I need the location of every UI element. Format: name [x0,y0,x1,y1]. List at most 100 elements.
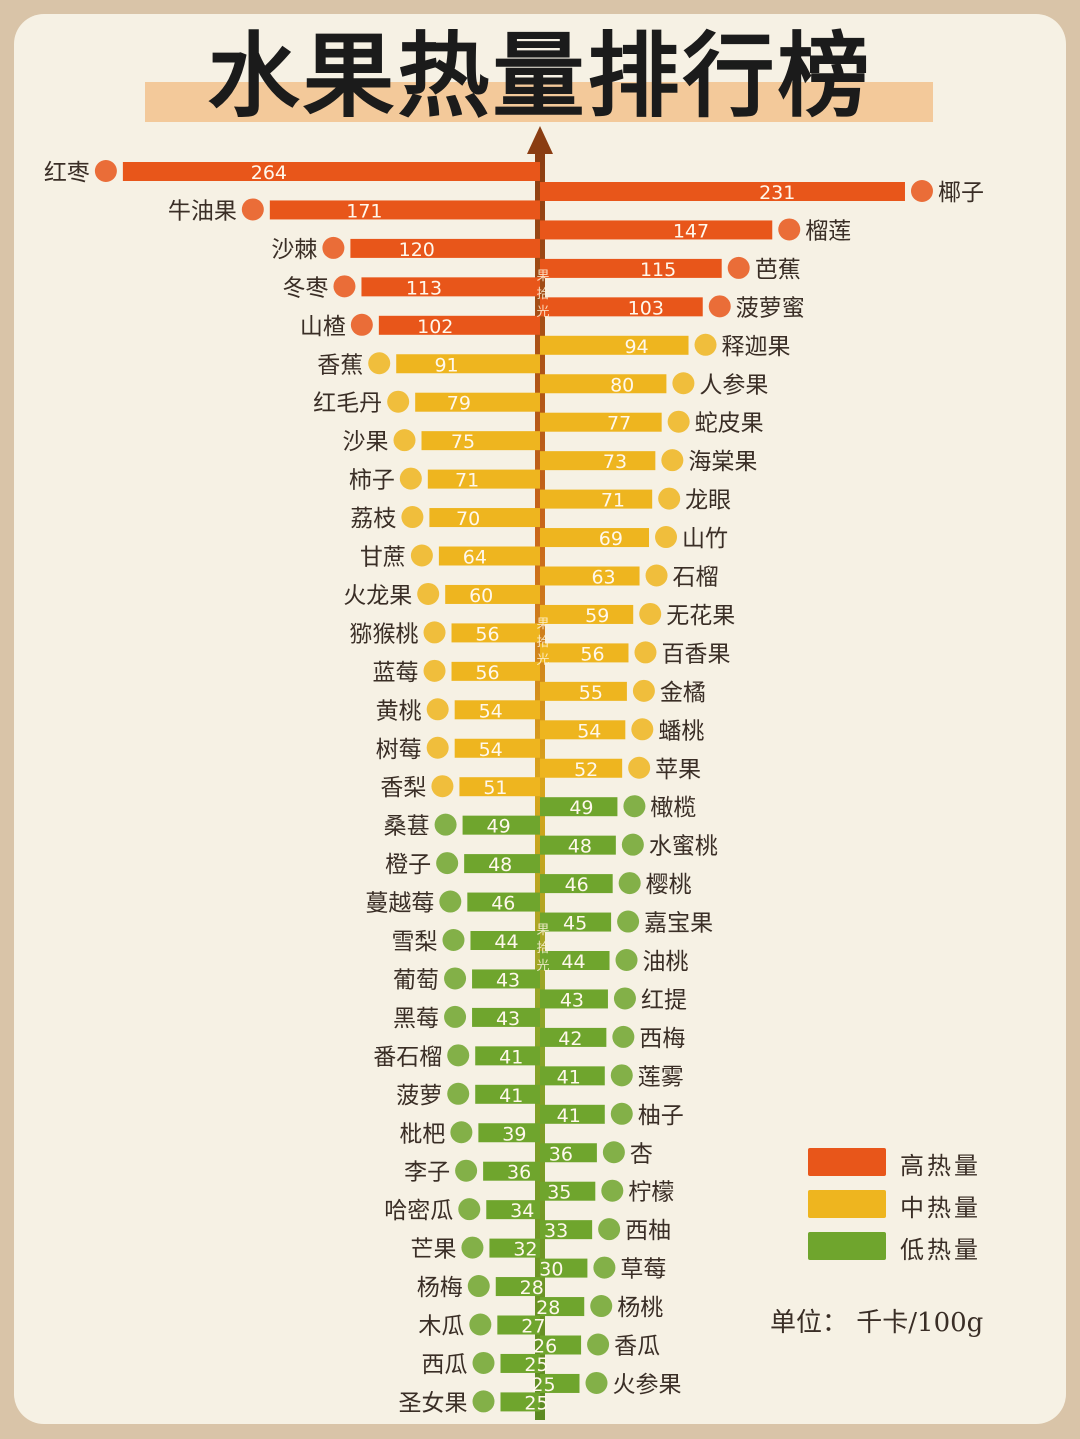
fruit-name-label: 山竹 [682,526,728,552]
left-bar-group: 44 雪梨 [391,929,540,955]
fruit-icon [241,198,264,221]
fruit-name-label: 蟠桃 [658,718,704,744]
bar-value-label: 43 [496,1008,520,1030]
fruit-icon [417,582,440,605]
fruit-icon [94,160,117,182]
left-bar [500,1392,540,1412]
fruit-name-label: 水蜜桃 [649,834,718,860]
right-bar-group: 46 樱桃 [540,872,692,898]
fruit-name-label: 香梨 [380,775,426,801]
right-bar [540,412,662,432]
right-bar [540,297,703,317]
bar-value-label: 44 [561,951,585,973]
legend-label-low: 低热量 [900,1236,981,1264]
fruit-icon [610,1102,633,1125]
right-bar-group: 36 杏 [540,1141,653,1167]
fruit-icon [455,1159,478,1182]
fruit-name-label: 菠萝蜜 [736,295,805,321]
fruit-icon [639,602,662,625]
right-bar-group: 45 嘉宝果 [540,910,713,937]
watermark: 果 拾 光 [533,268,553,322]
right-bar-group: 103 菠萝蜜 [540,295,805,321]
right-bar [540,1335,582,1355]
left-bar-group: 43 葡萄 [393,967,540,993]
legend-item-mid: 中热量 [808,1190,1028,1222]
left-bar-group: 102 山楂 [300,313,540,340]
right-bar-group: 94 释迦果 [540,333,791,360]
fruit-name-label: 柚子 [638,1103,684,1129]
fruit-icon [333,275,356,298]
left-bar-group: 70 荔枝 [350,506,540,532]
fruit-icon [593,1256,616,1279]
fruit-icon [472,1351,495,1374]
left-bar-group: 32 芒果 [410,1236,540,1263]
fruit-icon [667,410,690,433]
right-bar [540,374,667,394]
fruit-name-label: 杨桃 [617,1295,663,1321]
left-bar-group: 71 柿子 [349,467,540,494]
page-title: 水果热量排行榜 [207,23,873,130]
fruit-name-label: 沙果 [343,429,389,455]
fruit-name-label: 油桃 [643,949,689,975]
fruit-icon [661,449,684,472]
right-bar [540,989,608,1009]
legend-item-low: 低热量 [808,1232,1028,1264]
right-bar-group: 43 红提 [540,987,687,1013]
fruit-icon [410,544,433,567]
fruit-icon [621,833,644,856]
right-bar-group: 41 莲雾 [540,1064,684,1090]
bar-value-label: 36 [507,1162,531,1184]
left-bar [451,661,540,681]
right-bar [540,1104,605,1124]
left-bar [396,354,540,374]
bar-value-label: 54 [577,720,601,742]
fruit-icon [472,1390,495,1413]
fruit-name-label: 蓝莓 [373,660,419,686]
right-bar-group: 48 水蜜桃 [540,833,718,860]
bar-value-label: 32 [513,1239,537,1261]
watermark: 果 拾 光 [533,922,553,976]
fruit-name-label: 释迦果 [722,334,791,360]
fruit-icon [399,467,422,490]
bar-value-label: 39 [502,1123,526,1145]
left-bar [464,854,540,874]
watermark-char: 光 [536,959,550,974]
fruit-icon [585,1371,608,1394]
fruit-icon [458,1198,481,1221]
bar-value-label: 41 [557,1105,581,1127]
bar-value-label: 70 [456,508,480,530]
fruit-name-label: 李子 [404,1160,450,1186]
left-bar-group: 46 蔓越莓 [365,890,540,917]
fruit-icon [387,390,410,413]
left-bar-group: 113 冬枣 [282,275,540,301]
bar-value-label: 35 [547,1182,571,1204]
fruit-name-label: 柿子 [349,468,395,494]
bar-value-label: 30 [539,1259,563,1281]
bar-value-label: 51 [483,777,507,799]
left-bar-group: 48 橙子 [385,852,540,878]
fruit-icon [444,967,467,990]
fruit-icon [615,949,638,971]
fruit-name-label: 枇杷 [399,1121,445,1147]
left-bar [415,392,540,412]
right-bar [540,1027,607,1047]
bar-value-label: 34 [510,1200,534,1222]
left-bar [427,469,540,489]
left-bar-group: 43 黑莓 [393,1005,540,1032]
right-bar [540,951,610,970]
bar-value-label: 33 [544,1220,568,1242]
bar-value-label: 54 [479,700,503,722]
right-bar-group: 56 百香果 [540,641,730,667]
left-bar [489,1238,540,1258]
fruit-icon [708,295,731,318]
right-bar-group: 115 芭蕉 [540,256,801,283]
right-bar [540,835,616,855]
fruit-name-label: 火参果 [613,1372,682,1398]
watermark: 果 拾 光 [533,616,553,670]
fruit-name-label: 芭蕉 [755,257,801,283]
fruit-name-label: 红提 [641,987,687,1013]
fruit-name-label: 西梅 [639,1026,685,1052]
right-bar-group: 52 苹果 [540,756,701,783]
fruit-name-label: 海棠果 [688,449,757,475]
left-bar-group: 25 圣女果 [399,1390,549,1416]
